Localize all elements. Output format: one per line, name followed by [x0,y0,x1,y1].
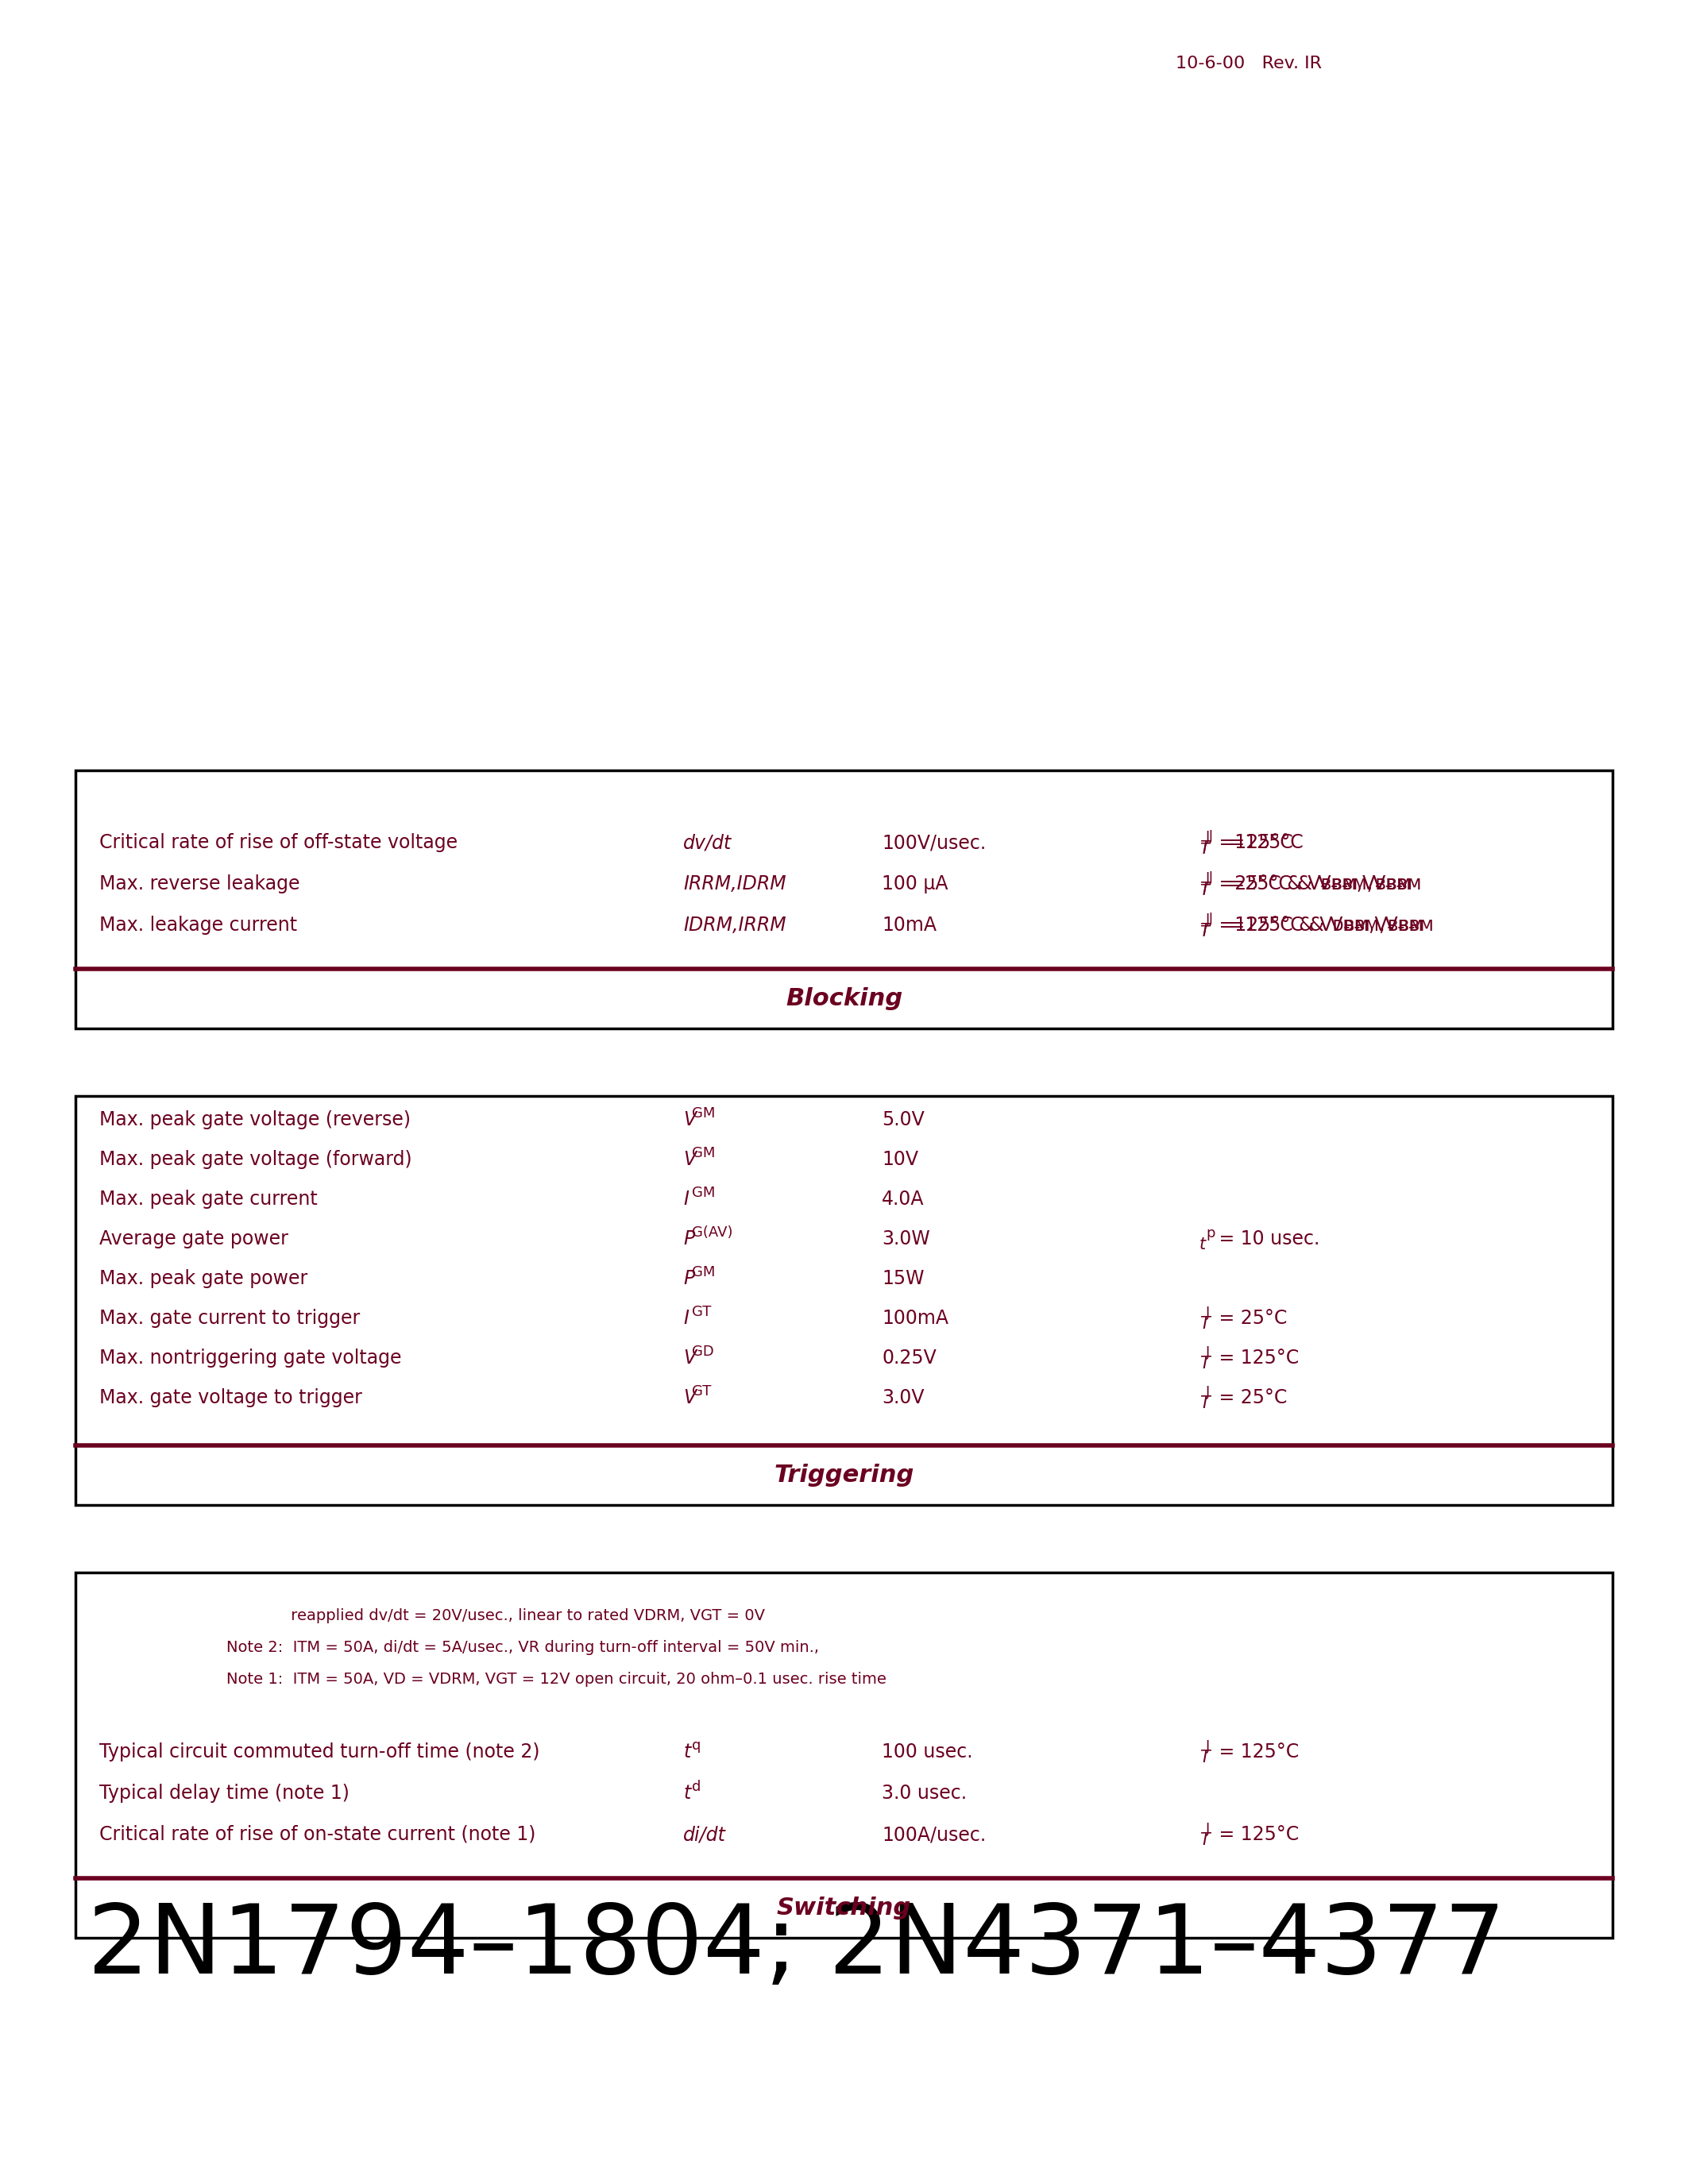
Text: dv/dt: dv/dt [684,832,733,852]
Text: Average gate power: Average gate power [100,1230,289,1249]
Text: GT: GT [692,1385,711,1398]
Text: Max. gate voltage to trigger: Max. gate voltage to trigger [100,1389,363,1406]
Text: 3.0V: 3.0V [881,1389,925,1406]
Text: =125°C & Vᴅᴃᴍ,Vᴃᴃᴍ: =125°C & Vᴅᴃᴍ,Vᴃᴃᴍ [1224,915,1433,935]
Text: J: J [1205,1385,1210,1400]
Text: Note 1:  ITM = 50A, VD = VDRM, VGT = 12V open circuit, 20 ohm–0.1 usec. rise tim: Note 1: ITM = 50A, VD = VDRM, VGT = 12V … [226,1671,886,1686]
Text: J: J [1209,911,1214,926]
Text: T: T [1200,924,1209,939]
Text: Max. leakage current: Max. leakage current [100,915,297,935]
Text: Triggering: Triggering [773,1463,915,1487]
Text: V: V [684,1348,695,1367]
Text: GM: GM [692,1186,716,1199]
Text: 15W: 15W [881,1269,925,1289]
Text: J: J [1205,913,1210,926]
Text: = 125°C: = 125°C [1212,1826,1298,1843]
Text: IRRM,IDRM: IRRM,IDRM [684,874,787,893]
Text: =125°C: =125°C [1212,832,1293,852]
Text: J: J [1205,1738,1210,1754]
Text: Max. nontriggering gate voltage: Max. nontriggering gate voltage [100,1348,402,1367]
Text: Max. gate current to trigger: Max. gate current to trigger [100,1308,360,1328]
Text: T: T [1200,1832,1210,1848]
Text: T: T [1200,841,1209,856]
Bar [76,771,1612,1029]
Text: I: I [684,1190,689,1208]
Text: Typical delay time (note 1): Typical delay time (note 1) [100,1784,349,1802]
Text: 10V: 10V [881,1151,918,1168]
Text: = 10 usec.: = 10 usec. [1212,1230,1320,1249]
Text: 3.0W: 3.0W [881,1230,930,1249]
Text: P: P [684,1269,694,1289]
Text: 5.0V: 5.0V [881,1109,925,1129]
Text: J: J [1209,871,1214,885]
Text: V: V [684,1389,695,1406]
Text: 10-6-00   Rev. IR: 10-6-00 Rev. IR [1175,55,1322,72]
Text: reapplied dv/dt = 20V/usec., linear to rated VDRM, VGT = 0V: reapplied dv/dt = 20V/usec., linear to r… [226,1607,765,1623]
Text: Critical rate of rise of on-state current (note 1): Critical rate of rise of on-state curren… [100,1826,535,1843]
Text: Max. peak gate power: Max. peak gate power [100,1269,307,1289]
Text: =25°C & Vᴃᴃᴍ,Vᴃᴃᴍ: =25°C & Vᴃᴃᴍ,Vᴃᴃᴍ [1212,874,1411,893]
Text: q: q [692,1738,701,1754]
Text: Max. peak gate current: Max. peak gate current [100,1190,317,1208]
Text: Note 2:  ITM = 50A, di/dt = 5A/usec., VR during turn-off interval = 50V min.,: Note 2: ITM = 50A, di/dt = 5A/usec., VR … [226,1640,819,1655]
Text: p: p [1205,1225,1215,1241]
Text: = 25°C: = 25°C [1212,1308,1286,1328]
Text: P: P [684,1230,694,1249]
Bar [76,1096,1612,1505]
Text: = 25°C: = 25°C [1212,1389,1286,1406]
Text: 3.0 usec.: 3.0 usec. [881,1784,967,1802]
Text: d: d [692,1780,701,1793]
Text: = 125°C: = 125°C [1212,1348,1298,1367]
Text: T: T [1200,841,1210,856]
Text: GT: GT [692,1304,711,1319]
Text: GM: GM [692,1147,716,1160]
Text: T: T [1200,1396,1210,1411]
Text: 100A/usec.: 100A/usec. [881,1826,986,1843]
Text: J: J [1209,830,1214,843]
Text: Typical circuit commuted turn-off time (note 2): Typical circuit commuted turn-off time (… [100,1743,540,1762]
Text: J: J [1205,1345,1210,1361]
Text: =125°C: =125°C [1224,832,1303,852]
Text: I: I [684,1308,689,1328]
Text: 100V/usec.: 100V/usec. [881,832,986,852]
Text: = 125°C: = 125°C [1212,1743,1298,1762]
Text: Max. peak gate voltage (reverse): Max. peak gate voltage (reverse) [100,1109,410,1129]
Text: J: J [1205,871,1210,885]
Text: IDRM,IRRM: IDRM,IRRM [684,915,787,935]
Text: J: J [1205,1821,1210,1837]
Text: J: J [1205,830,1210,845]
Text: GD: GD [692,1345,714,1358]
Text: T: T [1200,924,1210,939]
Text: T: T [1200,1317,1210,1332]
Text: 100 usec.: 100 usec. [881,1743,972,1762]
Text: V: V [684,1109,695,1129]
Text: Switching: Switching [776,1896,912,1920]
Text: 100 μA: 100 μA [881,874,949,893]
Text: T: T [1200,882,1209,898]
Text: =125°C & Vᴅᴃᴍ,Vᴃᴃᴍ: =125°C & Vᴅᴃᴍ,Vᴃᴃᴍ [1212,915,1423,935]
Text: T: T [1200,1749,1210,1765]
Text: 10mA: 10mA [881,915,937,935]
Text: 2N1794–1804; 2N4371–4377: 2N1794–1804; 2N4371–4377 [88,1900,1506,1994]
Text: V: V [684,1151,695,1168]
Text: 100mA: 100mA [881,1308,949,1328]
Text: G(AV): G(AV) [692,1225,733,1241]
Text: Max. reverse leakage: Max. reverse leakage [100,874,300,893]
Text: J: J [1205,1306,1210,1319]
Text: GM: GM [692,1265,716,1280]
Text: t: t [684,1784,690,1802]
Text: t: t [684,1743,690,1762]
Text: di/dt: di/dt [684,1826,726,1843]
Text: T: T [1200,1356,1210,1372]
Text: T: T [1200,882,1210,898]
Text: =25°C & Vᴃᴃᴍ,Vᴃᴃᴍ: =25°C & Vᴃᴃᴍ,Vᴃᴃᴍ [1224,874,1421,893]
Text: 0.25V: 0.25V [881,1348,937,1367]
Text: GM: GM [692,1107,716,1120]
Bar [76,1572,1612,1937]
Text: t: t [1200,1236,1205,1251]
Text: Max. peak gate voltage (forward): Max. peak gate voltage (forward) [100,1151,412,1168]
Text: Critical rate of rise of off-state voltage: Critical rate of rise of off-state volta… [100,832,457,852]
Text: Blocking: Blocking [785,987,903,1011]
Text: 4.0A: 4.0A [881,1190,925,1208]
